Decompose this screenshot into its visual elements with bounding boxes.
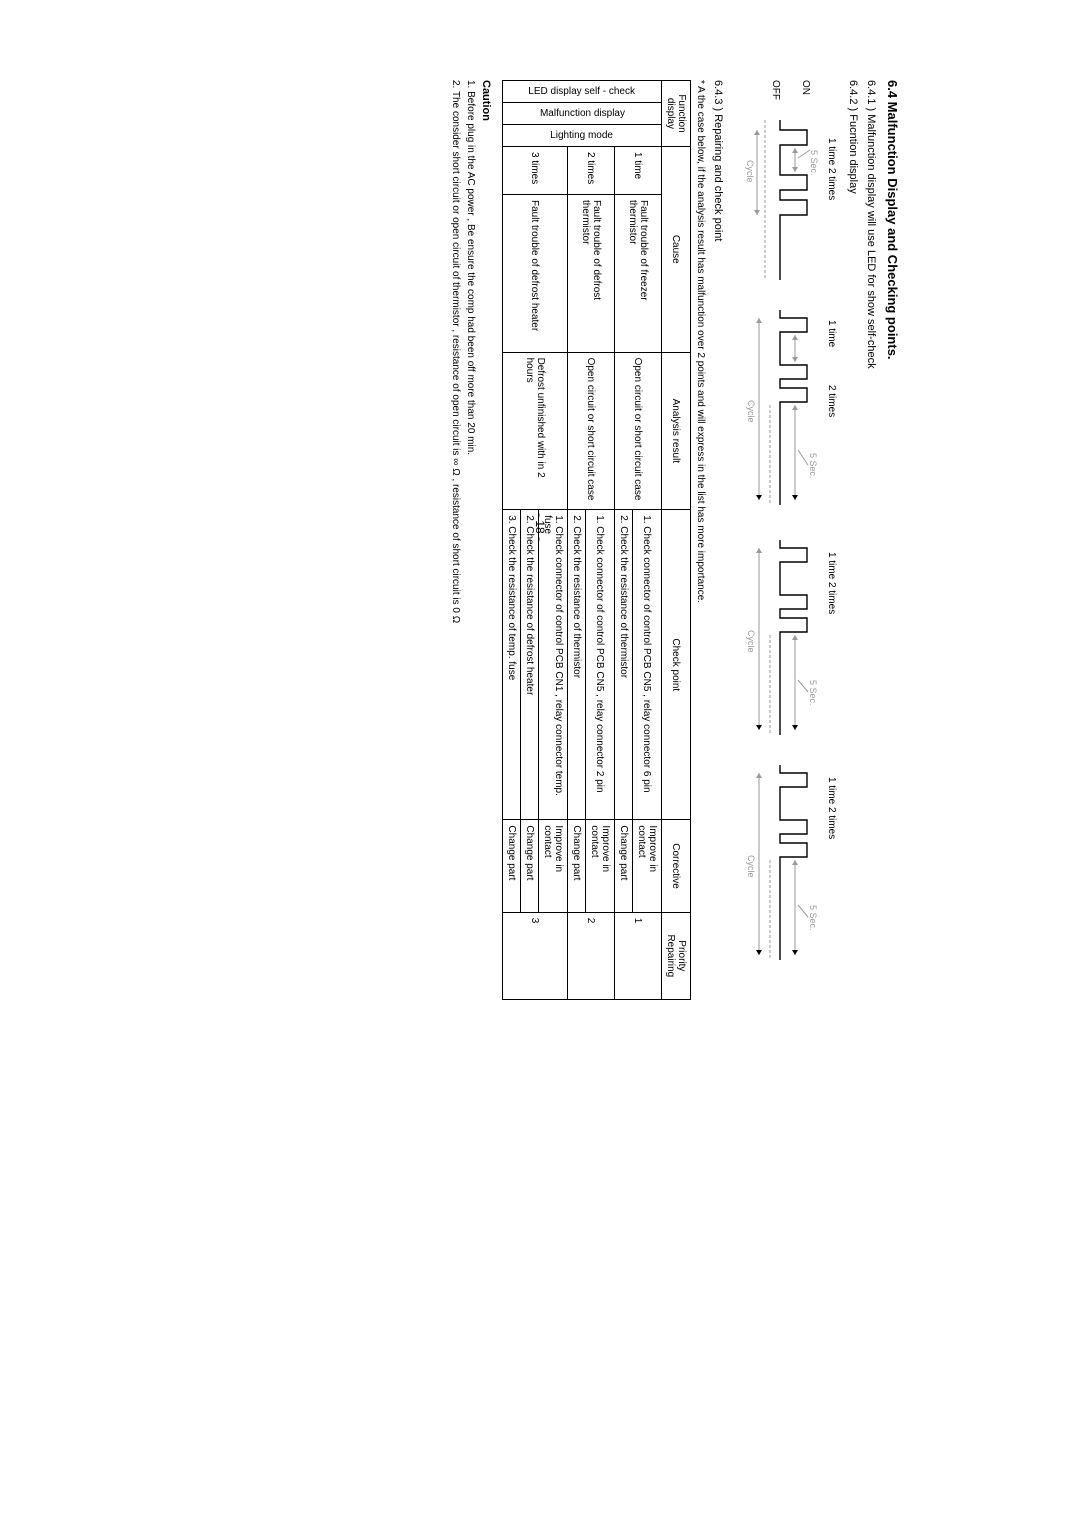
cell-check-2-2: 2. Check the resistance of thermistor: [568, 510, 586, 820]
cell-check-1-2: 2. Check the resistance of thermistor: [615, 510, 633, 820]
cell-corr-3-1: Improve in contact: [539, 820, 568, 912]
cell-analysis-1: Open circuit or short circuit case: [615, 352, 662, 510]
caution-line-2: 2. The consider short circuit or open ci…: [450, 80, 461, 1000]
cell-corr-2-1: Improve in contact: [586, 820, 615, 912]
cycle-b: Cycle: [746, 400, 756, 423]
table-note: * A the case below, if the analysis resu…: [695, 80, 706, 1000]
subsection-641: 6.4.1 ) Malfunction display will use LED…: [865, 80, 877, 1000]
off-label: OFF: [770, 80, 781, 100]
head-func: Function display: [662, 81, 691, 147]
subsection-643: 6.4.3 ) Repairing and check point: [712, 80, 724, 1000]
cell-cause-3: Fault trouble of defrost heater: [503, 195, 568, 353]
vlabel-mal: Malfunction display: [539, 108, 624, 119]
cell-check-3-3: 3. Check the resistance of temp. fuse: [503, 510, 521, 820]
table-row: 2 times Fault trouble of defrost thermis…: [586, 81, 615, 1000]
cycle-a: Cycle: [745, 160, 755, 183]
head-analysis: Analysis result: [662, 352, 691, 510]
cell-corr-1-1: Improve in contact: [633, 820, 662, 912]
vlabel-led: LED display self - check: [529, 86, 636, 97]
five-sec-b: 5 Sec.: [808, 453, 818, 479]
cycle-c: Cycle: [746, 630, 756, 653]
five-sec-a: 5 Sec.: [809, 150, 819, 176]
pattern-c-label: 1 time 2 times: [826, 552, 837, 614]
cell-check-3-2: 2. Check the resistance of defrost heate…: [521, 510, 539, 820]
caution-line-1: 1. Before plug in the AC power , Be ensu…: [465, 80, 476, 1000]
cell-times-2: 2 times: [568, 147, 615, 195]
waveform-c-icon: 5 Sec. Cycle: [745, 540, 825, 740]
caution-heading: Caution: [480, 80, 492, 1000]
section-heading: 6.4 Malfunction Display and Checking poi…: [885, 80, 900, 1000]
cell-cause-2: Fault trouble of defrost thermistor: [568, 195, 615, 353]
head-cause: Cause: [662, 147, 691, 353]
five-sec-c: 5 Sec.: [808, 680, 818, 706]
cell-check-1-1: 1. Check connector of control PCB CN5 , …: [633, 510, 662, 820]
cell-cause-1: Fault trouble of freezer thermistor: [615, 195, 662, 353]
pattern-b-label: 1 time: [826, 320, 837, 347]
cell-prio-1: 1: [615, 912, 662, 999]
on-label: ON: [800, 80, 811, 95]
waveform-a-icon: 5 Sec. Cycle: [745, 120, 825, 285]
timing-diagram: ON OFF 1 time 2 times 5 Sec.: [742, 80, 837, 1000]
waveform-d-icon: 5 Sec. Cycle: [745, 765, 825, 965]
cell-prio-3: 3: [503, 912, 568, 999]
cell-corr-1-2: Change part: [615, 820, 633, 912]
table-header-row: Function display Cause Analysis result C…: [662, 81, 691, 1000]
five-sec-d: 5 Sec.: [808, 905, 818, 931]
table-row: LED display self - check Malfunction dis…: [633, 81, 662, 1000]
cycle-d: Cycle: [746, 855, 756, 878]
cell-times-3: 3 times: [503, 147, 568, 195]
head-check: Check point: [662, 510, 691, 820]
cell-analysis-3: Defrost unfinished with in 2 hours: [503, 352, 568, 510]
cell-analysis-2: Open circuit or short circuit case: [568, 352, 615, 510]
pattern-a-label: 1 time 2 times: [826, 138, 837, 200]
cell-corr-3-2: Change part: [521, 820, 539, 912]
waveform-b-icon: 5 Sec. Cycle: [745, 310, 825, 510]
cell-check-3-1: 1. Check connector of control PCB CN1 , …: [539, 510, 568, 820]
pattern-d-label: 1 time 2 times: [826, 777, 837, 839]
vlabel-light: Lighting mode: [551, 130, 614, 141]
fault-table: Function display Cause Analysis result C…: [502, 80, 691, 1000]
subsection-642: 6.4.2 ) Fucntion display: [847, 80, 859, 1000]
head-prio: Priority Repairing: [662, 912, 691, 999]
head-corr: Corrective: [662, 820, 691, 912]
content-frame: 6.4 Malfunction Display and Checking poi…: [80, 180, 1000, 900]
cell-prio-2: 2: [568, 912, 615, 999]
cell-times-1: 1 time: [615, 147, 662, 195]
cell-corr-3-3: Change part: [503, 820, 521, 912]
cell-corr-2-2: Change part: [568, 820, 586, 912]
pattern-b2-label: 2 times: [826, 385, 837, 417]
cell-check-2-1: 1. Check connector of control PCB CN5 , …: [586, 510, 615, 820]
table-row: 3 times Fault trouble of defrost heater …: [539, 81, 568, 1000]
